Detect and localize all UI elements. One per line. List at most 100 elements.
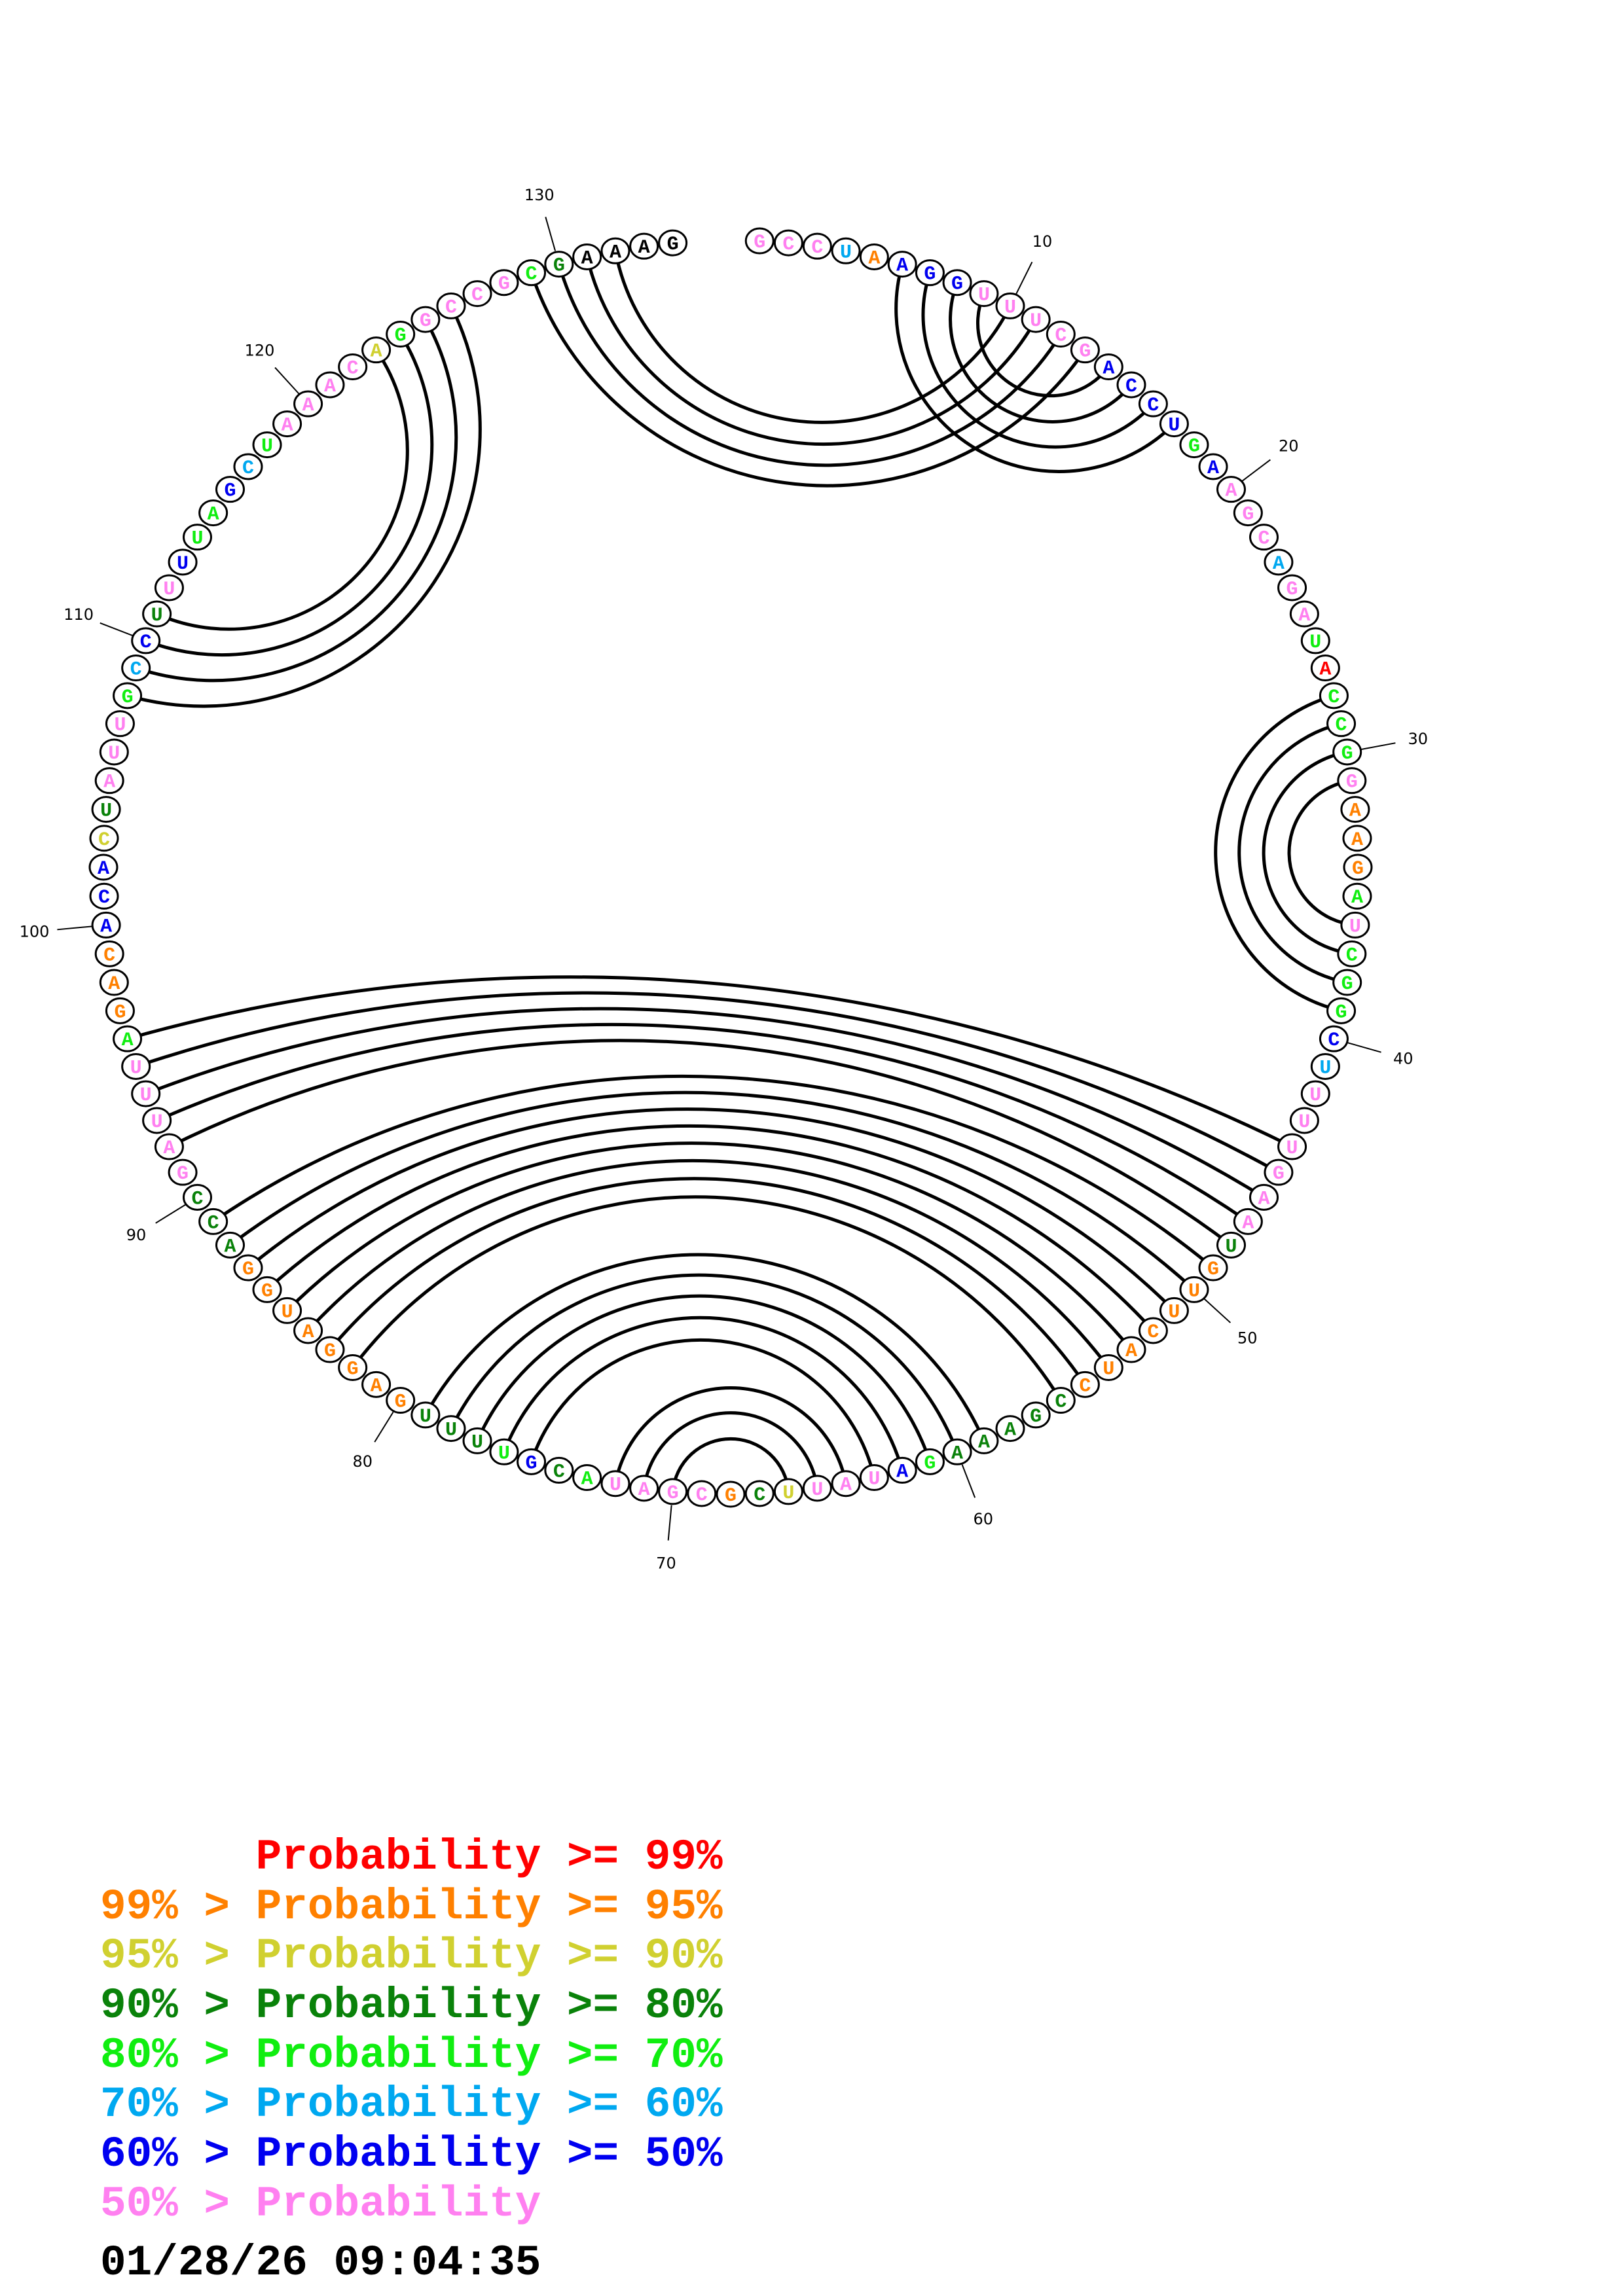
nucleotide-circle: [1277, 1133, 1307, 1160]
nucleotide-circle: [942, 1438, 972, 1465]
nucleotide: A: [859, 243, 889, 270]
nucleotide-circle: [121, 655, 151, 682]
nucleotide-circle: [969, 1427, 999, 1454]
nucleotide-circle: [1342, 825, 1372, 852]
nucleotide-circle: [272, 1297, 302, 1324]
base-pair-arc: [449, 1273, 959, 1453]
nucleotide: U: [1340, 911, 1370, 939]
nucleotide-letter: G: [725, 1485, 737, 1507]
nucleotide-circle: [1249, 524, 1279, 551]
nucleotide-circle: [658, 1478, 688, 1505]
nucleotide: U: [489, 1438, 519, 1465]
nucleotide: G: [1179, 431, 1209, 459]
nucleotide: C: [89, 882, 119, 910]
base-pair-arc: [949, 281, 1133, 423]
nucleotide: U: [105, 710, 135, 738]
nucleotide-circle: [1277, 574, 1307, 601]
nucleotide-letter: A: [581, 1469, 593, 1491]
nucleotide-circle: [168, 1158, 198, 1186]
nucleotides: G C C U A A G G UUUCGACCUGAAGCAGAUACCGGAAGAUCGGC…: [88, 227, 1373, 1508]
nucleotide: C: [744, 1480, 775, 1507]
nucleotide-circle: [121, 1052, 151, 1080]
nucleotide: G: [233, 1254, 263, 1282]
nucleotide-circle: [94, 940, 124, 967]
nucleotide-letter: A: [103, 772, 115, 794]
nucleotide: A: [1233, 1208, 1263, 1235]
nucleotide-letter: C: [140, 632, 152, 654]
legend-threshold: >= 90%: [541, 1931, 723, 1981]
nucleotide-letter: C: [1055, 325, 1067, 347]
nucleotide-letter: C: [754, 1484, 765, 1507]
nucleotide-letter: C: [191, 1188, 203, 1210]
nucleotide-letter: A: [638, 1479, 650, 1501]
nucleotide-circle: [629, 1475, 659, 1502]
nucleotide-circle: [887, 251, 917, 278]
legend-row: 70% > Probability >= 60%: [100, 2080, 723, 2130]
nucleotide-letter: A: [108, 973, 120, 996]
nucleotide-letter: G: [1352, 858, 1364, 880]
nucleotide-circle: [361, 336, 392, 364]
nucleotide: C: [131, 627, 161, 655]
nucleotide: G: [315, 1336, 345, 1363]
base-pair-arc: [247, 1107, 1176, 1312]
nucleotide: C: [802, 232, 832, 260]
nucleotide: C: [544, 1456, 574, 1484]
nucleotide: C: [1116, 371, 1146, 399]
nucleotide-circle: [105, 710, 135, 738]
nucleotide-letter: G: [242, 1259, 254, 1281]
index-label: 30: [1408, 730, 1429, 748]
legend-threshold: >= 99%: [541, 1833, 723, 1882]
nucleotide-letter: U: [1168, 1301, 1180, 1323]
index-tick-line: [961, 1464, 976, 1498]
base-pair-arc: [1287, 779, 1356, 927]
nucleotide: U: [1093, 1354, 1123, 1382]
nucleotide-letter: A: [638, 237, 650, 259]
nucleotide-circle: [1310, 1052, 1340, 1080]
nucleotide-circle: [233, 453, 263, 480]
nucleotide-letter: A: [1207, 457, 1219, 480]
nucleotide-circle: [544, 1456, 574, 1484]
nucleotide: G: [915, 259, 945, 287]
nucleotide: U: [168, 548, 198, 576]
nucleotide-circle: [252, 1276, 282, 1303]
nucleotide: A: [1198, 453, 1228, 480]
nucleotide-letter: A: [1351, 887, 1363, 909]
nucleotide-letter: A: [302, 395, 314, 417]
nucleotide-letter: C: [471, 285, 483, 307]
nucleotide: U: [462, 1427, 492, 1454]
base-pair-arc: [502, 1316, 904, 1471]
index-label: 80: [352, 1452, 373, 1471]
nucleotide: A: [831, 1470, 861, 1498]
base-pair-arc: [921, 272, 1155, 449]
nucleotide: G: [1198, 1254, 1228, 1282]
legend-row: Probability >= 99%: [100, 1833, 723, 1882]
nucleotide: U: [436, 1415, 466, 1443]
base-pair-arc: [351, 1195, 1063, 1401]
nucleotide-circle: [88, 853, 119, 881]
nucleotide: C: [1070, 1371, 1100, 1398]
nucleotide-letter: G: [177, 1163, 189, 1185]
index-tick-line: [1347, 1041, 1381, 1053]
nucleotide-circle: [386, 320, 416, 348]
nucleotide: A: [600, 237, 630, 264]
nucleotide-circle: [105, 997, 135, 1024]
nucleotide-letter: C: [208, 1212, 219, 1234]
base-pair-arc: [228, 1090, 1195, 1291]
nucleotide-circle: [1116, 1336, 1146, 1363]
nucleotide-letter: G: [1286, 579, 1298, 601]
base-pair-arc: [266, 1124, 1155, 1332]
nucleotide-circle: [410, 306, 441, 333]
nucleotide-circle: [1326, 710, 1357, 738]
nucleotide-letter: G: [498, 274, 510, 296]
nucleotide-circle: [1138, 1317, 1168, 1344]
nucleotide-letter: U: [114, 715, 126, 737]
nucleotide-letter: C: [1328, 1030, 1340, 1052]
nucleotide-letter: C: [1079, 1375, 1091, 1397]
nucleotide-letter: U: [840, 242, 852, 264]
nucleotide-circle: [969, 280, 999, 308]
nucleotide: U: [91, 796, 121, 823]
nucleotide: C: [517, 259, 547, 287]
base-pair-arc: [145, 1007, 1265, 1199]
nucleotide-letter: U: [782, 1482, 794, 1505]
nucleotide-circle: [1233, 1208, 1263, 1235]
